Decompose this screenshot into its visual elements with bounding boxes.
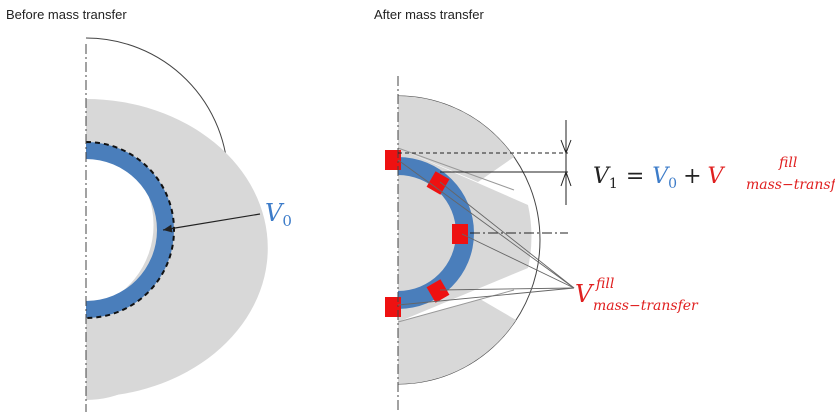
fill-label-sub: mass−transfer: [593, 298, 699, 314]
fill-label-sup: fill: [595, 276, 614, 292]
red-fill-block: [385, 150, 401, 170]
v1-symbol: V: [593, 164, 611, 189]
fill-label: V: [575, 280, 595, 308]
gray-region-full: [86, 100, 208, 400]
gray-sector-top: [398, 96, 514, 182]
dim-arrow-down: [560, 139, 572, 155]
v0-arrow: [162, 213, 261, 233]
before-diagram: [85, 37, 268, 412]
before-caption: Before mass transfer: [6, 7, 127, 22]
red-fill-block: [385, 297, 401, 317]
after-caption: After mass transfer: [374, 7, 484, 22]
v0-label: V0: [265, 199, 292, 230]
outer-boundary-half: [397, 95, 541, 385]
red-fill-block: [426, 171, 450, 195]
red-fill-block: [452, 224, 468, 244]
blue-ring-after: [398, 157, 474, 309]
fill-leader-lines: [397, 159, 575, 306]
equation-label: V1 = V0 + V: [593, 164, 726, 192]
red-fill-blocks: [385, 150, 468, 317]
after-diagram: [385, 76, 575, 412]
equation-fill-sup: fill: [778, 155, 797, 171]
red-fill-block: [426, 279, 450, 303]
wedge-line-1: [397, 147, 515, 191]
dashed-interface: [85, 141, 175, 319]
blue-ring: [86, 142, 174, 318]
equation-fill-sub: mass−transfer: [746, 177, 835, 193]
gray-sector-bottom: [398, 299, 516, 384]
dim-arrow-up: [560, 170, 572, 187]
